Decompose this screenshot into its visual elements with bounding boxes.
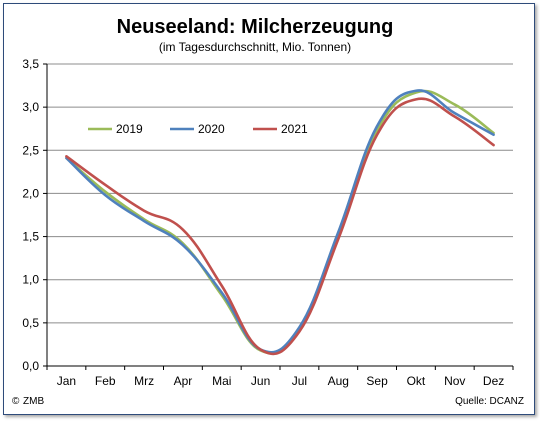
footer-source-left: ZMB — [23, 396, 44, 407]
legend-label-2021: 2021 — [281, 122, 308, 136]
series-lines — [65, 89, 495, 356]
y-tick-label: 0,5 — [22, 316, 39, 330]
x-tick-labels: Jan Feb Mrz Apr Mai Jun Jul Aug Sep Okt Nov Dez — [57, 374, 505, 388]
grid-lines — [43, 63, 513, 367]
x-tick-label: Jun — [251, 374, 270, 388]
series-line-2021 — [65, 97, 495, 356]
x-tick-label: Apr — [174, 374, 193, 388]
y-tick-labels: 0,0 0,5 1,0 1,5 2,0 2,5 3,0 3,5 — [22, 57, 39, 373]
legend: 2019 2020 2021 — [88, 122, 308, 136]
x-tick-label: Mrz — [134, 374, 154, 388]
x-tick-label: Feb — [95, 374, 116, 388]
y-tick-label: 0,0 — [22, 359, 39, 373]
y-tick-label: 1,0 — [22, 273, 39, 287]
x-tick-label: Jul — [292, 374, 307, 388]
chart-subtitle: (im Tagesdurchschnitt, Mio. Tonnen) — [159, 40, 351, 54]
y-tick-label: 2,0 — [22, 186, 39, 200]
x-tick-label: Jan — [57, 374, 76, 388]
x-tick-label: Sep — [366, 374, 388, 388]
x-tick-label: Mai — [212, 374, 231, 388]
y-tick-label: 2,5 — [22, 143, 39, 157]
legend-label-2020: 2020 — [198, 122, 225, 136]
legend-label-2019: 2019 — [116, 122, 143, 136]
copyright-symbol: © — [12, 396, 20, 407]
y-tick-label: 3,0 — [22, 100, 39, 114]
x-tick-label: Nov — [444, 374, 465, 388]
y-tick-label: 3,5 — [22, 57, 39, 71]
y-tick-label: 1,5 — [22, 230, 39, 244]
series-line-2020 — [65, 89, 495, 354]
x-tick-label: Aug — [328, 374, 349, 388]
footer-source-right: Quelle: DCANZ — [455, 396, 524, 407]
chart-frame — [3, 3, 535, 415]
axes — [46, 64, 514, 370]
chart-title: Neuseeland: Milcherzeugung — [117, 16, 394, 38]
footer-left: © ZMB — [12, 396, 44, 407]
x-tick-label: Okt — [407, 374, 426, 388]
x-tick-label: Dez — [483, 374, 504, 388]
